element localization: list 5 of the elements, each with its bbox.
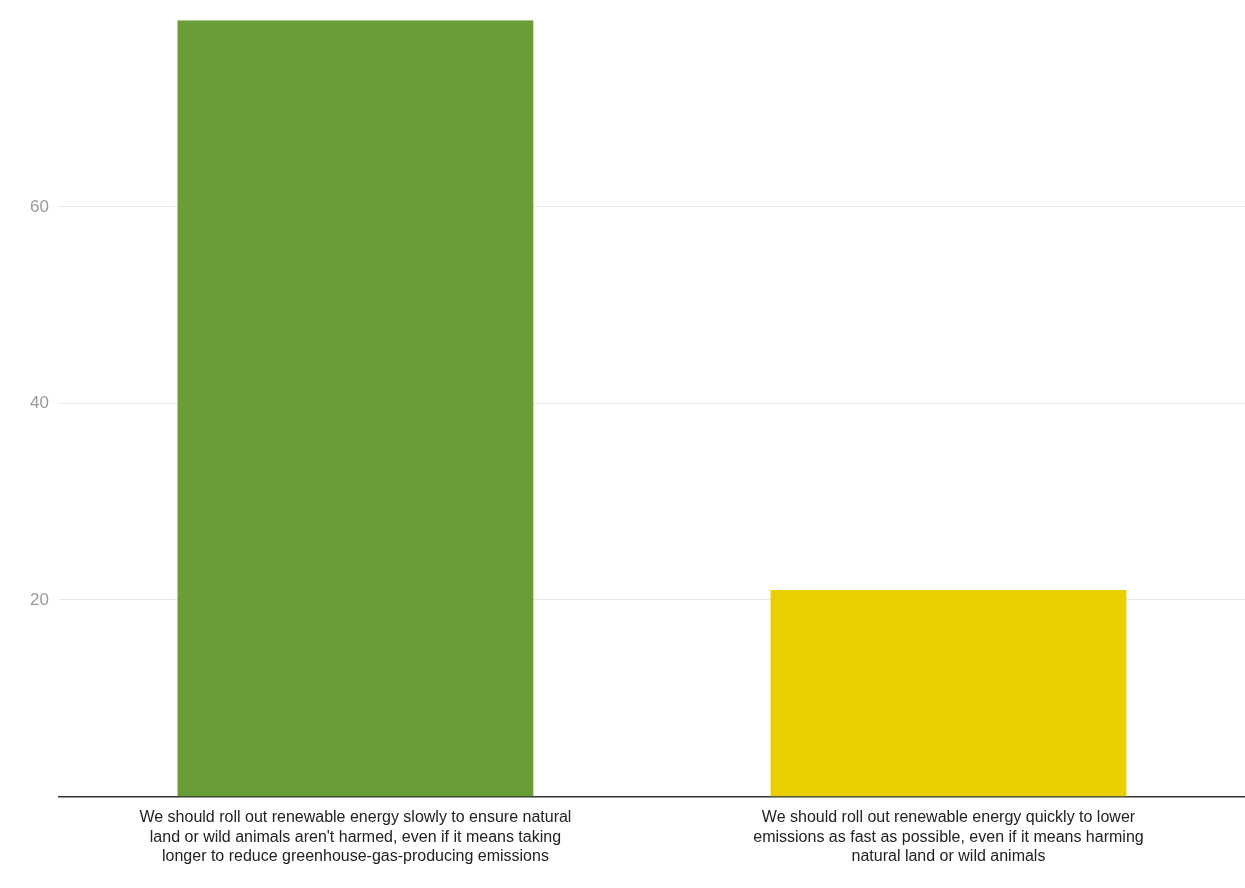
x-tick-label: We should roll out renewable energy slowly to ensure natural land or wild animals aren't harmed, even if it means taking longer to reduce greenhouse-gas-producing emissions — [139, 808, 572, 864]
y-tick-label: 60 — [29, 196, 49, 216]
y-tick-label: 40 — [29, 393, 49, 413]
x-tick-label: We should roll out renewable energy quickly to lower emissions as fast as possible, even if it means harming natural land or wild animals — [753, 808, 1144, 864]
y-tick-label: 20 — [29, 589, 49, 609]
